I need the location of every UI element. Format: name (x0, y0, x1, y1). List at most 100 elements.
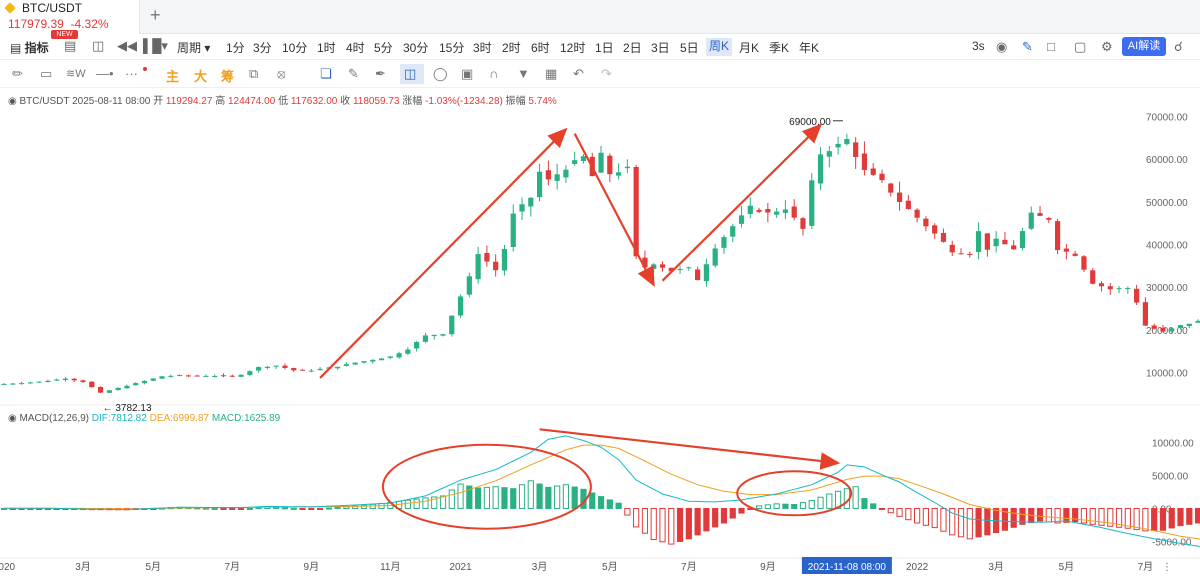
popout-icon[interactable]: □ (1047, 39, 1055, 54)
macd-bar (940, 507, 947, 532)
indicators-button[interactable]: ▤ 指标 (10, 41, 49, 55)
note-icon[interactable]: ▣ (461, 66, 474, 81)
x-tick-label: 7月 (681, 561, 697, 573)
wave-icon[interactable]: ≋W (66, 68, 86, 80)
candle-body (378, 358, 385, 361)
rewind-icon[interactable]: ◀◀ (117, 38, 137, 53)
horizontal-line-icon[interactable]: —• (96, 66, 114, 81)
macd-bar (1177, 507, 1184, 527)
brush-icon[interactable]: ✒ (375, 66, 386, 81)
lock-icon[interactable]: ◯ (433, 66, 448, 81)
fullscreen-icon[interactable]: ▢ (1074, 39, 1087, 54)
eraser-icon[interactable]: ⦻ (277, 66, 286, 81)
trash-icon[interactable]: ▦ (545, 66, 558, 81)
period-quarter[interactable]: 季K (769, 41, 790, 55)
macd-bar (597, 496, 605, 509)
period-menu[interactable]: 周期 ▾ (177, 41, 211, 55)
legend-eye-icon[interactable]: ◉ (8, 96, 17, 107)
candle-body (580, 156, 587, 162)
camera-icon[interactable]: ◉ (996, 39, 1008, 54)
settings-icon[interactable]: ⚙ (1101, 39, 1113, 54)
pencil-icon[interactable]: ✎ (348, 66, 359, 81)
x-tick-label: 2022 (906, 562, 929, 573)
rectangle-icon[interactable]: ▭ (40, 66, 53, 81)
tool-large-order[interactable]: 大 (194, 69, 208, 84)
undo-icon[interactable]: ↶ (573, 66, 584, 81)
period-30m[interactable]: 30分 (403, 41, 429, 55)
candle-body (975, 231, 982, 253)
candle-body (431, 334, 437, 337)
candle-body (984, 233, 990, 250)
period-3m[interactable]: 3分 (253, 41, 272, 55)
ai-analysis-button[interactable]: AI解读 (1122, 37, 1166, 56)
macd-bar (413, 498, 420, 509)
period-4h[interactable]: 4时 (346, 41, 365, 55)
candle-body (765, 208, 771, 213)
add-tab-button[interactable]: + (150, 5, 161, 25)
downtrend-arrow (573, 133, 655, 287)
candle-type-icon[interactable]: ▌█▾ (143, 38, 168, 53)
candle-body (405, 349, 411, 354)
macd-bar (782, 503, 789, 509)
candle-body (1063, 248, 1069, 252)
layout-icon[interactable]: ◫ (92, 38, 105, 53)
ruler-icon[interactable]: ✏ (12, 66, 23, 81)
period-1h[interactable]: 1时 (317, 41, 336, 55)
period-2d[interactable]: 2日 (623, 41, 642, 55)
candle-body (247, 371, 253, 375)
period-10m[interactable]: 10分 (282, 41, 308, 55)
macd-bar (457, 483, 464, 509)
candle-body (1160, 327, 1166, 332)
candle-body (844, 139, 850, 145)
period-12h[interactable]: 12时 (560, 41, 586, 55)
macd-bar (281, 507, 289, 510)
candles-icon[interactable]: ◫ (404, 66, 417, 81)
macd-bar (668, 507, 675, 545)
more-tools-icon[interactable]: ··· (125, 66, 138, 81)
tab-btc-usdt[interactable]: BTC/USDT 117979.39 -4.32% (0, 0, 140, 34)
period-3h[interactable]: 3时 (473, 41, 492, 55)
macd-bar (536, 483, 543, 509)
candle-body (624, 166, 630, 169)
period-1d[interactable]: 1日 (595, 41, 614, 55)
filter-icon[interactable]: ▼ (517, 66, 530, 81)
macd-bar (527, 480, 534, 509)
candle-body (54, 379, 60, 381)
layers-icon[interactable]: ❏ (320, 66, 332, 81)
tool-main-force[interactable]: 主 (166, 69, 180, 84)
candle-body (633, 166, 639, 257)
period-15m[interactable]: 15分 (439, 41, 465, 55)
x-tick-label: 11月 (380, 561, 400, 573)
crosshair-date-box (801, 557, 892, 574)
bell-icon[interactable]: ◉ (8, 413, 17, 424)
macd-bar (501, 487, 508, 509)
redo-icon[interactable]: ↷ (601, 66, 612, 81)
tool-chip[interactable]: 筹 (221, 69, 235, 84)
period-5m[interactable]: 5分 (374, 41, 393, 55)
candle-body (1037, 213, 1043, 216)
calendar-icon[interactable]: ▤ (64, 38, 77, 53)
period-month[interactable]: 月K (739, 41, 760, 55)
period-week[interactable]: 周K (706, 38, 733, 56)
period-1m[interactable]: 1分 (226, 41, 245, 55)
period-2h[interactable]: 2时 (502, 41, 521, 55)
candle-body (747, 205, 753, 214)
macd-bar (606, 499, 613, 509)
magnet-icon[interactable]: ∩ (489, 66, 499, 81)
candle-body (554, 174, 560, 181)
period-3d[interactable]: 3日 (651, 41, 670, 55)
macd-bar (325, 507, 332, 510)
macd-bar (738, 507, 745, 514)
edit-icon[interactable]: ✎ (1022, 39, 1033, 54)
period-6h[interactable]: 6时 (531, 41, 550, 55)
candle-body (528, 197, 534, 207)
x-tick-label: 2020 (0, 562, 16, 573)
share-icon[interactable]: ☌ (1174, 39, 1183, 54)
macd-bar (720, 507, 728, 524)
macd-bar (1080, 507, 1088, 524)
copy-icon[interactable]: ⧉ (249, 66, 259, 81)
refresh-interval[interactable]: 3s (972, 39, 985, 53)
period-year[interactable]: 年K (799, 41, 820, 55)
period-5d[interactable]: 5日 (680, 41, 699, 55)
